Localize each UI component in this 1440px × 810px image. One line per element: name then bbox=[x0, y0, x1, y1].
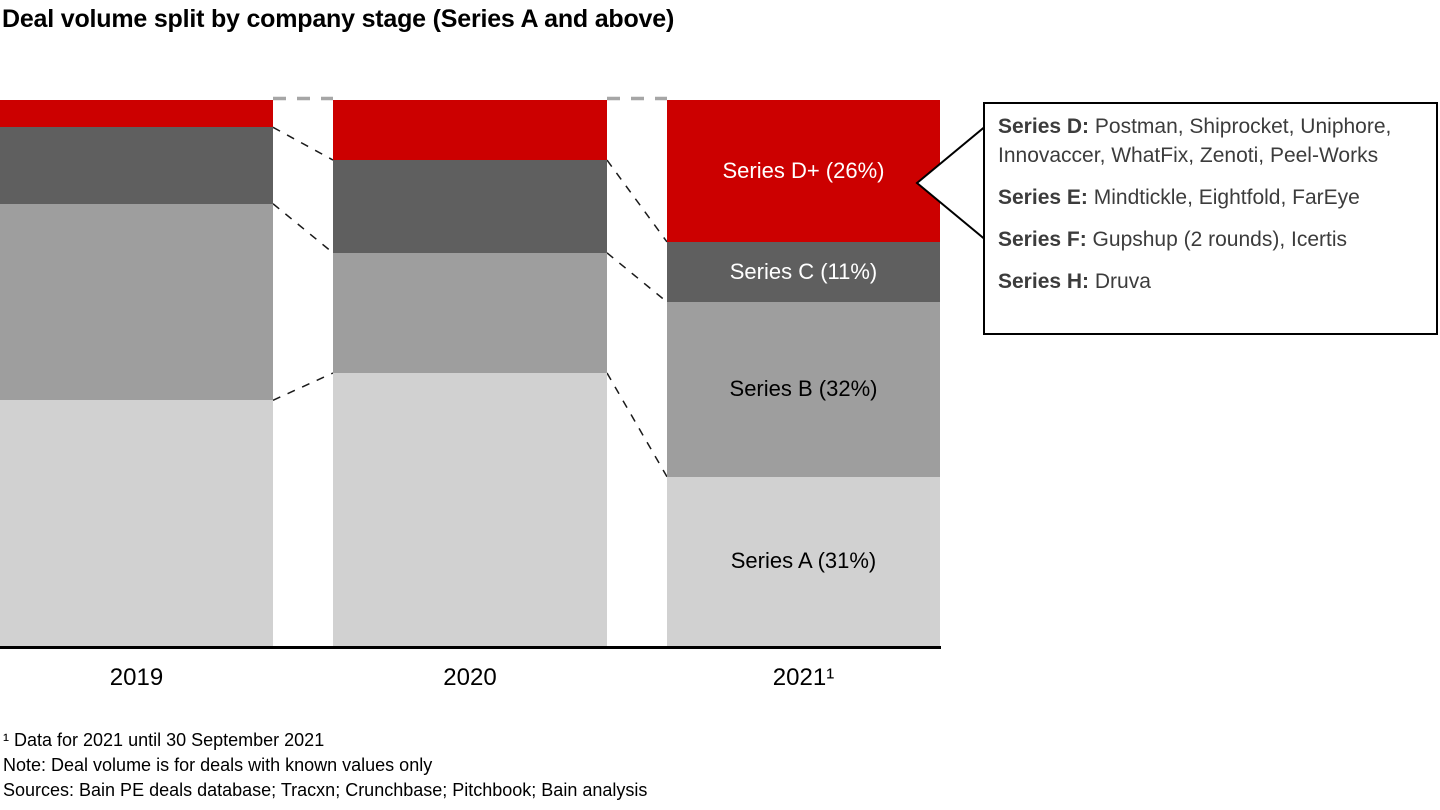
callout-entry-series-f: Series F: Gupshup (2 rounds), Icertis bbox=[998, 225, 1423, 254]
segment-series-b: Series B (32%) bbox=[667, 302, 940, 477]
segment-series-a bbox=[333, 372, 607, 646]
callout-entry-series-e: Series E: Mindtickle, Eightfold, FarEye bbox=[998, 183, 1423, 212]
segment-label: Series D+ (26%) bbox=[722, 157, 885, 183]
segment-series-b bbox=[333, 252, 607, 373]
segment-series-c bbox=[0, 127, 273, 204]
segment-label: Series A (31%) bbox=[730, 548, 877, 574]
bar-2021: Series D+ (26%) Series C (11%) Series B (3… bbox=[667, 100, 940, 646]
segment-series-d-: Series D+ (26%) bbox=[667, 100, 940, 242]
callout-series-e-companies: Mindtickle, Eightfold, FarEye bbox=[1087, 186, 1360, 209]
bar-2019 bbox=[0, 100, 273, 646]
segment-series-a bbox=[0, 400, 273, 646]
callout-entry-series-d: Series D: Postman, Shiprocket, Uniphore,… bbox=[998, 112, 1423, 170]
callout-series-d-label: Series D: bbox=[998, 115, 1090, 138]
segment-series-b bbox=[0, 203, 273, 401]
segment-series-c: Series C (11%) bbox=[667, 241, 940, 302]
footnotes: ¹ Data for 2021 until 30 September 2021 … bbox=[3, 728, 647, 803]
segment-label: Series C (11%) bbox=[729, 258, 878, 284]
segment-series-c bbox=[333, 160, 607, 253]
year-label-2021: 2021¹ bbox=[772, 664, 835, 691]
year-label-2020: 2020 bbox=[443, 664, 497, 691]
bar-2020 bbox=[333, 100, 607, 646]
segment-series-d- bbox=[333, 100, 607, 161]
footnote-line-2: Note: Deal volume is for deals with know… bbox=[3, 755, 433, 775]
year-label-2019: 2019 bbox=[109, 664, 164, 691]
callout-series-h-companies: Druva bbox=[1089, 270, 1151, 293]
callout-series-e-label: Series E: bbox=[998, 186, 1088, 209]
callout-series-h-label: Series H: bbox=[998, 270, 1090, 293]
page-title: Deal volume split by company stage (Seri… bbox=[2, 5, 675, 33]
x-axis-line bbox=[0, 646, 941, 649]
callout-box: Series D: Postman, Shiprocket, Uniphore,… bbox=[983, 102, 1438, 335]
callout-series-f-label: Series F: bbox=[998, 228, 1087, 251]
callout-entry-series-h: Series H: Druva bbox=[998, 267, 1423, 296]
footnote-line-3: Sources: Bain PE deals database; Tracxn;… bbox=[3, 780, 648, 800]
segment-label: Series B (32%) bbox=[729, 376, 878, 402]
segment-series-d- bbox=[0, 100, 273, 128]
callout-series-d-companies: Postman, Shiprocket, Uniphore, Innovacce… bbox=[998, 115, 1392, 167]
segment-series-a: Series A (31%) bbox=[667, 476, 940, 646]
footnote-line-1: ¹ Data for 2021 until 30 September 2021 bbox=[3, 730, 325, 750]
callout-series-f-companies: Gupshup (2 rounds), Icertis bbox=[1086, 228, 1348, 251]
